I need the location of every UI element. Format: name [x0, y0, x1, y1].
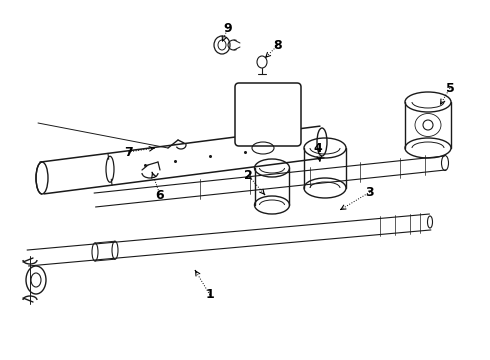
Text: 3: 3 — [366, 185, 374, 198]
Text: 7: 7 — [123, 145, 132, 158]
Text: 6: 6 — [156, 189, 164, 202]
Text: 1: 1 — [206, 288, 215, 302]
FancyBboxPatch shape — [235, 83, 301, 146]
Text: 2: 2 — [244, 168, 252, 181]
Text: 5: 5 — [445, 81, 454, 95]
Text: 9: 9 — [224, 22, 232, 35]
Text: 8: 8 — [274, 39, 282, 51]
Text: 4: 4 — [314, 141, 322, 154]
